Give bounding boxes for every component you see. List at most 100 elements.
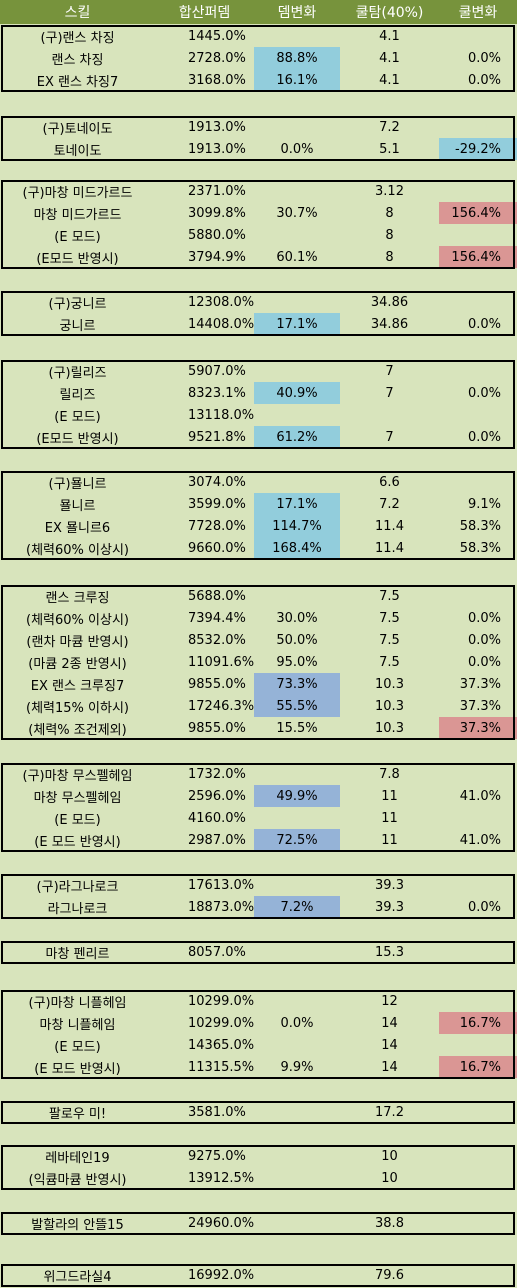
cell-dmg-change [254, 360, 340, 382]
cell-skill: 랜스 차징 [51, 52, 104, 68]
cell-dmg-change: 40.9% [254, 382, 340, 404]
cell-dmg: 9660.0% [188, 540, 246, 556]
cell-cool: 7 [385, 429, 394, 445]
cell-skill: EX 랜스 차징7 [36, 74, 119, 90]
cell-dmg-change [254, 874, 340, 896]
cell-dmg: 9275.0% [188, 1148, 246, 1164]
cell-cool: 7.5 [379, 632, 400, 648]
cell-cool: 7.2 [379, 119, 400, 135]
cell-dmg: 2371.0% [188, 183, 246, 199]
cell-dmg: 9521.8% [188, 429, 246, 445]
cell-cool: 15.3 [375, 944, 404, 960]
cell-skill: (E 모드) [54, 812, 101, 828]
cell-skill: (구)릴리즈 [48, 365, 107, 381]
cell-dmg-change [254, 25, 340, 47]
cell-cool-change [439, 180, 517, 202]
cell-dmg-change: 17.1% [254, 493, 340, 515]
cell-cool: 12 [381, 993, 398, 1009]
cell-skill: 마창 니플헤임 [39, 1017, 116, 1033]
cell-dmg-change [254, 990, 340, 1012]
cell-skill: 릴리즈 [59, 387, 96, 403]
cell-skill: 마창 미드가르드 [33, 207, 122, 223]
cell-dmg-change: 95.0% [276, 654, 318, 670]
cell-dmg: 1913.0% [188, 141, 246, 157]
cell-cool-change [439, 25, 517, 47]
cell-cool-change: 0.0% [467, 654, 501, 670]
cell-cool-change: 0.0% [467, 50, 501, 66]
cell-skill: 레바테인19 [45, 1150, 110, 1166]
cell-cool-change: 0.0% [467, 429, 501, 445]
cell-cool-change: 41.0% [459, 832, 501, 848]
cell-cool: 7 [385, 363, 394, 379]
cell-cool-change: 58.3% [459, 518, 501, 534]
cell-cool: 7.8 [379, 766, 400, 782]
cell-dmg: 18873.0% [188, 899, 254, 915]
cell-cool-change [439, 874, 517, 896]
cell-skill: (구)마창 미드가르드 [22, 185, 133, 201]
cell-dmg: 11315.5% [188, 1059, 254, 1075]
cell-skill: (구)토네이도 [42, 121, 113, 137]
cell-skill: 팔로우 미! [48, 1106, 107, 1122]
cell-dmg-change: 72.5% [254, 829, 340, 851]
cell-dmg-change [254, 1145, 340, 1167]
cell-skill: 토네이도 [53, 143, 102, 159]
cell-skill: EX 랜스 크루징7 [30, 678, 125, 694]
header-cooldown: 쿨탐(40%) [355, 5, 424, 21]
cell-cool-change: 0.0% [467, 385, 501, 401]
cell-dmg-change [254, 1101, 340, 1123]
cell-dmg-change: 61.2% [254, 426, 340, 448]
cell-cool: 5.1 [379, 141, 400, 157]
cell-cool: 14 [381, 1037, 398, 1053]
cell-dmg-change [254, 585, 340, 607]
cell-dmg-change [254, 291, 340, 313]
cell-dmg: 13118.0% [188, 407, 254, 423]
cell-dmg: 3581.0% [188, 1104, 246, 1120]
cell-cool: 3.12 [375, 183, 404, 199]
cell-dmg-change: 50.0% [276, 632, 318, 648]
cell-dmg-change: 0.0% [280, 1015, 314, 1031]
cell-cool: 11 [381, 810, 398, 826]
cell-cool-change [439, 807, 517, 829]
cell-dmg-change [254, 404, 340, 426]
cell-dmg: 5688.0% [188, 588, 246, 604]
cell-cool: 4.1 [379, 50, 400, 66]
cell-cool: 7.2 [379, 496, 400, 512]
cell-cool-change: 0.0% [467, 72, 501, 88]
cell-dmg-change [254, 1264, 340, 1286]
cell-cool-change: 0.0% [467, 316, 501, 332]
cell-skill: 발할라의 안뜰15 [31, 1217, 124, 1233]
cell-dmg: 17246.3% [188, 698, 254, 714]
header-row: 스킬 합산퍼뎀 뎀변화 쿨탐(40%) 쿨변화 [0, 0, 517, 24]
cell-skill: (E모드 반영시) [36, 251, 119, 267]
cell-cool: 6.6 [379, 474, 400, 490]
cell-cool-change: 156.4% [439, 202, 517, 224]
cell-cool-change [439, 585, 517, 607]
cell-skill: (E 모드) [54, 229, 101, 245]
header-damage: 합산퍼뎀 [178, 5, 231, 21]
cell-dmg: 8323.1% [188, 385, 246, 401]
cell-cool: 11 [381, 788, 398, 804]
cell-cool-change: 37.3% [439, 717, 517, 739]
cell-cool-change [439, 116, 517, 138]
cell-skill: (익큠마큠 반영시) [28, 1172, 127, 1188]
cell-cool: 34.86 [370, 316, 409, 332]
cell-dmg: 3794.9% [188, 249, 246, 265]
cell-dmg: 1445.0% [188, 28, 246, 44]
cell-cool-change: 0.0% [467, 632, 501, 648]
cell-dmg: 2596.0% [188, 788, 246, 804]
cell-dmg: 8532.0% [188, 632, 246, 648]
cell-skill: (체력60% 이상시) [26, 612, 129, 628]
cell-dmg-change: 7.2% [254, 896, 340, 918]
cell-skill: 묠니르 [59, 498, 96, 514]
cell-dmg: 7394.4% [188, 610, 246, 626]
cell-cool-change: 9.1% [467, 496, 501, 512]
cell-skill: (E 모드 반영시) [34, 834, 121, 850]
cell-cool-change: 41.0% [459, 788, 501, 804]
cell-dmg: 13912.5% [188, 1170, 254, 1186]
cell-cool: 39.3 [375, 877, 404, 893]
cell-cool: 7.5 [379, 588, 400, 604]
cell-dmg-change: 114.7% [254, 515, 340, 537]
cell-cool: 11 [381, 832, 398, 848]
cell-cool: 14 [381, 1015, 398, 1031]
